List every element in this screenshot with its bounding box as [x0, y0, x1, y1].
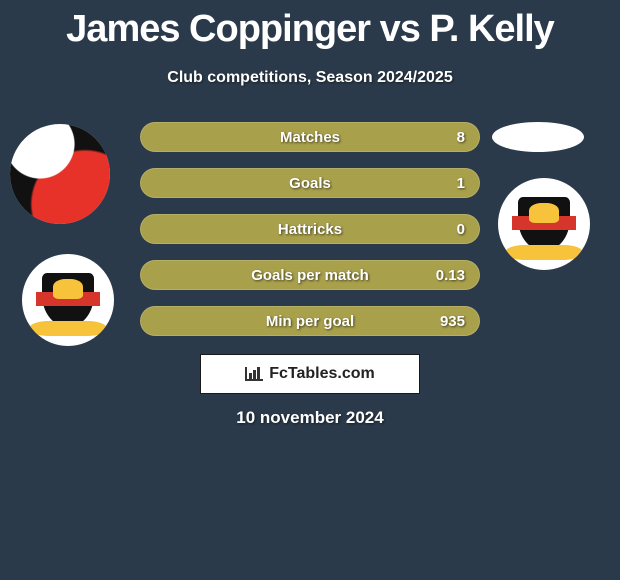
- stat-value: 0.13: [436, 267, 465, 284]
- player1-photo-inner: [10, 124, 110, 224]
- stat-label: Goals: [289, 175, 331, 192]
- player1-club-crest: [22, 254, 114, 346]
- stat-value: 935: [440, 313, 465, 330]
- player2-club-crest: [498, 178, 590, 270]
- stat-label: Hattricks: [278, 221, 342, 238]
- stat-value: 8: [457, 129, 465, 146]
- chart-icon: [245, 367, 263, 381]
- stat-row-goals-per-match: Goals per match 0.13: [140, 260, 480, 290]
- subtitle: Club competitions, Season 2024/2025: [0, 69, 620, 87]
- player2-photo: [492, 122, 584, 152]
- stat-value: 1: [457, 175, 465, 192]
- stat-row-min-per-goal: Min per goal 935: [140, 306, 480, 336]
- crest-icon: [512, 192, 576, 256]
- brand-text: FcTables.com: [269, 365, 375, 383]
- stat-value: 0: [457, 221, 465, 238]
- crest-icon: [36, 268, 100, 332]
- brand-box[interactable]: FcTables.com: [200, 354, 420, 394]
- player1-photo: [10, 124, 110, 224]
- stat-label: Goals per match: [251, 267, 369, 284]
- stat-row-goals: Goals 1: [140, 168, 480, 198]
- stat-label: Matches: [280, 129, 340, 146]
- stat-row-hattricks: Hattricks 0: [140, 214, 480, 244]
- stats-bars: Matches 8 Goals 1 Hattricks 0 Goals per …: [140, 122, 480, 352]
- stat-label: Min per goal: [266, 313, 354, 330]
- date-stamp: 10 november 2024: [0, 408, 620, 428]
- stat-row-matches: Matches 8: [140, 122, 480, 152]
- page-title: James Coppinger vs P. Kelly: [0, 0, 620, 51]
